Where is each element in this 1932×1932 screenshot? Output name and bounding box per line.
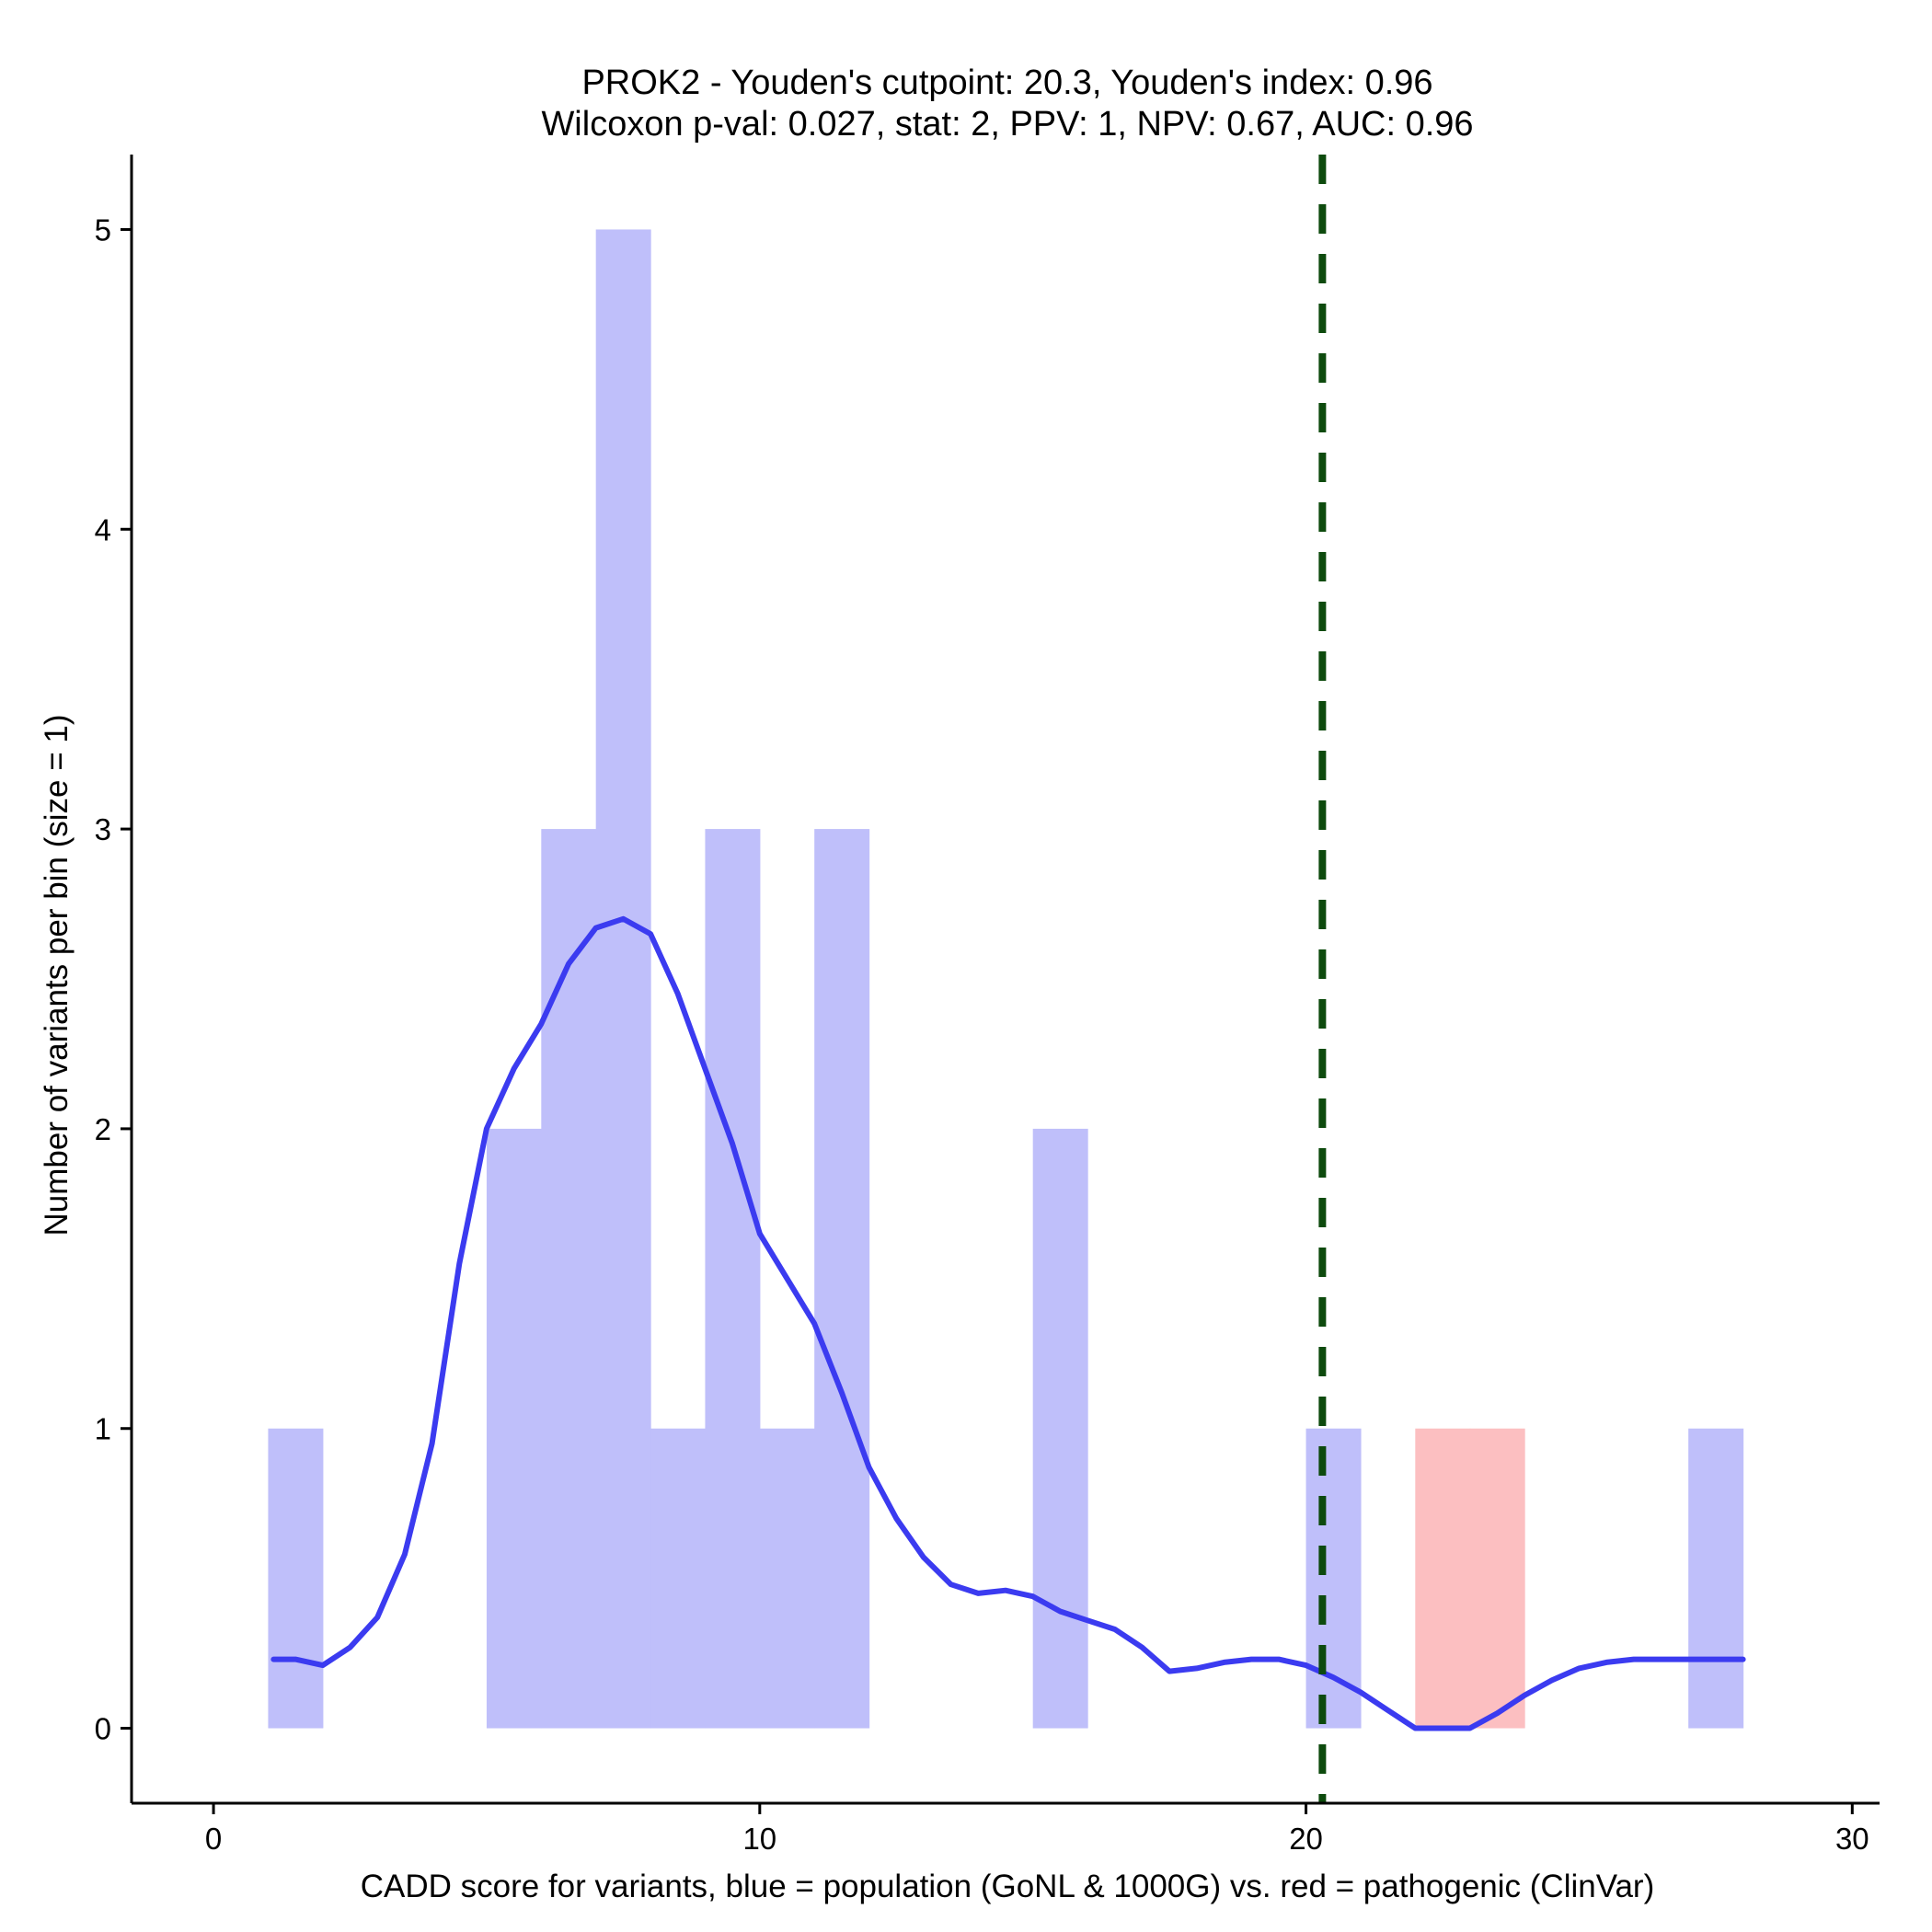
population-bar-1 xyxy=(486,1128,542,1729)
pathogenic-bar-0 xyxy=(1415,1428,1471,1729)
x-tick-label-0: 0 xyxy=(205,1822,222,1856)
population-bar-2 xyxy=(541,829,597,1729)
x-tick-label-10: 10 xyxy=(742,1822,776,1856)
x-tick-label-30: 30 xyxy=(1835,1822,1869,1856)
axis-ticks: 0 1 2 3 4 5 0 10 20 30 xyxy=(95,213,1869,1856)
x-tick-label-20: 20 xyxy=(1289,1822,1323,1856)
population-bar-6 xyxy=(759,1428,815,1729)
y-tick-label-1: 1 xyxy=(95,1412,111,1446)
density-curve xyxy=(270,915,1746,1731)
population-bar-0 xyxy=(268,1428,324,1729)
y-tick-label-5: 5 xyxy=(95,213,111,247)
x-axis-title: CADD score for variants, blue = populati… xyxy=(361,1869,1655,1904)
y-tick-label-3: 3 xyxy=(95,812,111,846)
population-bar-10 xyxy=(1688,1428,1744,1729)
population-bar-5 xyxy=(705,829,761,1729)
y-tick-label-4: 4 xyxy=(95,512,111,546)
population-bar-7 xyxy=(814,829,870,1729)
chart-subtitle: Wilcoxon p-val: 0.027, stat: 2, PPV: 1, … xyxy=(541,105,1473,144)
population-bar-9 xyxy=(1305,1428,1362,1729)
y-axis-title: Number of variants per bin (size = 1) xyxy=(39,714,75,1236)
pathogenic-bar-1 xyxy=(1469,1428,1525,1729)
population-bar-4 xyxy=(650,1428,707,1729)
population-bar-8 xyxy=(1032,1128,1088,1729)
chart-title: PROK2 - Youden's cutpoint: 20.3, Youden'… xyxy=(581,63,1432,102)
population-bar-3 xyxy=(595,229,651,1729)
plot-area xyxy=(268,155,1746,1803)
y-tick-label-2: 2 xyxy=(95,1112,111,1146)
y-tick-label-0: 0 xyxy=(95,1712,111,1746)
